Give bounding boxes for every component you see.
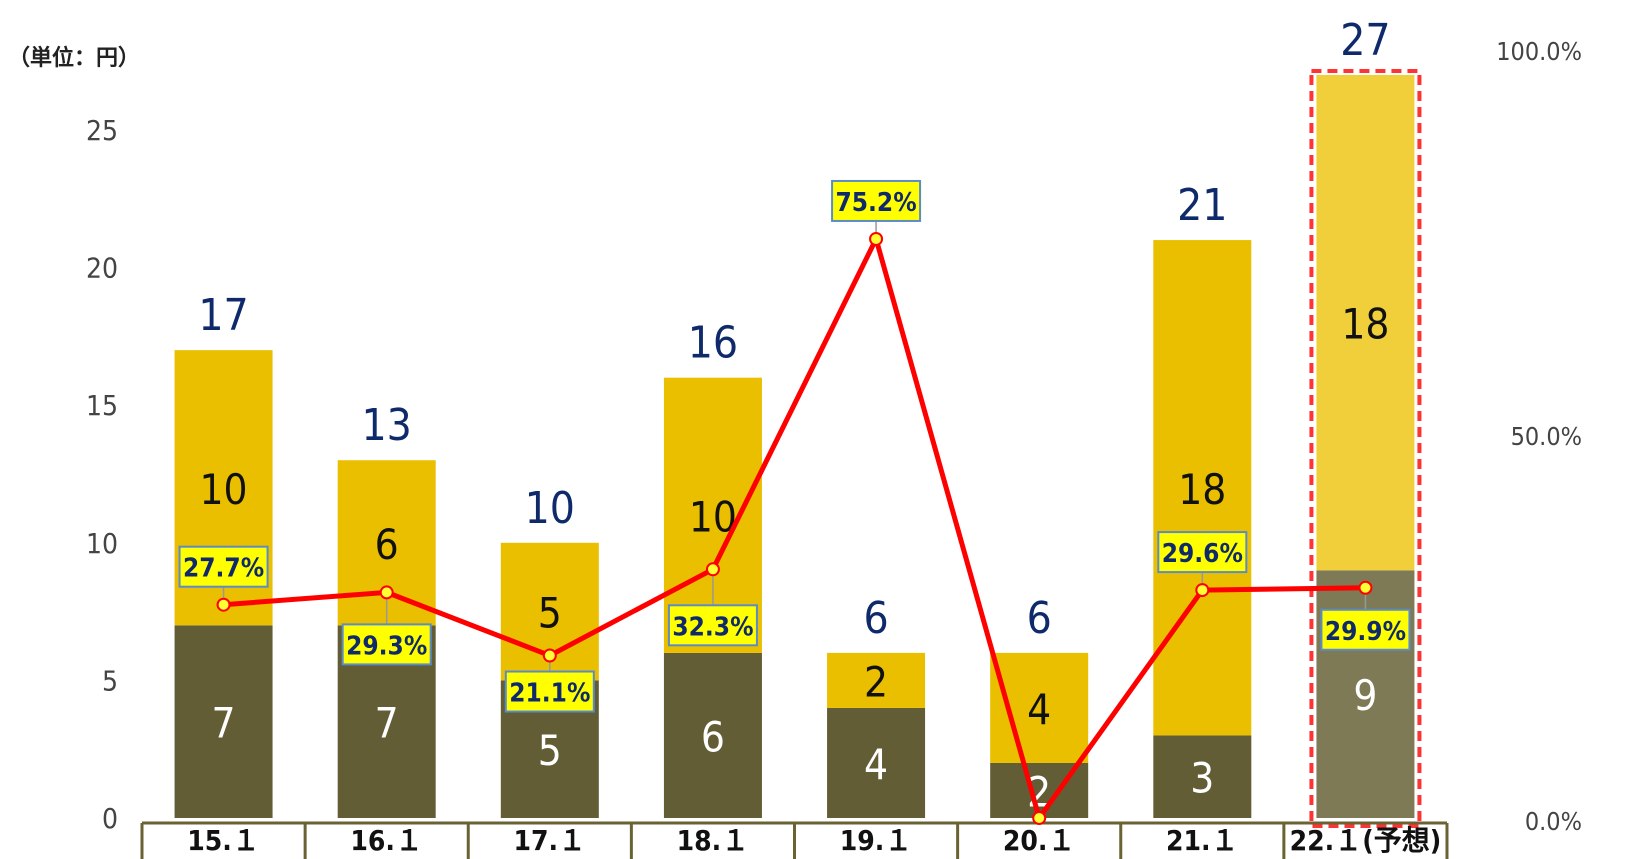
bar-segment-top [827, 652, 926, 708]
bar-value-label-bottom: 6 [701, 712, 725, 761]
bar-segment-top [1316, 74, 1415, 571]
x-tick-label: 21.１ [1166, 824, 1239, 857]
bar-value-label-top: 10 [200, 465, 248, 514]
bar-total-label: 17 [198, 290, 248, 341]
y2-tick-label: 50.0% [1511, 422, 1582, 451]
bar-value-label-top: 2 [864, 657, 888, 706]
pct-label: 29.3% [346, 631, 427, 661]
pct-label: 21.1% [509, 679, 590, 709]
unit-label: （単位：円） [8, 46, 141, 71]
payout-ratio-point [705, 562, 720, 577]
pct-label: 29.6% [1162, 539, 1243, 569]
y-tick-label: 5 [102, 664, 118, 697]
x-tick-label: 15.１ [187, 824, 260, 857]
x-tick-label: 22.１(予想) [1290, 824, 1442, 857]
bar-value-label-top: 18 [1178, 465, 1226, 514]
forecast-highlight-box [1309, 68, 1422, 828]
bar-total-label: 6 [863, 593, 888, 644]
y-tick-label: 15 [86, 389, 118, 422]
pct-label-box [504, 670, 595, 713]
payout-ratio-point [542, 648, 557, 663]
bar-value-label-top: 4 [1027, 685, 1051, 734]
bar-total-label: 27 [1340, 15, 1390, 66]
payout-ratio-point [869, 231, 884, 246]
y-tick-label: 0 [102, 802, 118, 835]
pct-label-box [667, 604, 758, 647]
y-tick-label: 25 [86, 114, 118, 147]
bar-total-label: 16 [688, 318, 738, 369]
bar-value-label-bottom: 7 [375, 699, 399, 748]
payout-ratio-point [1358, 580, 1373, 595]
bar-segment-bottom [663, 652, 762, 818]
bar-segment-top [1153, 240, 1252, 736]
bar-value-label-bottom: 9 [1353, 671, 1377, 720]
x-tick-label: 18.１ [677, 824, 750, 857]
pct-label-box [1320, 608, 1411, 651]
bar-value-label-top: 18 [1341, 300, 1389, 349]
bar-segment-bottom [827, 707, 926, 818]
y-tick-label: 10 [86, 527, 118, 560]
bar-total-label: 10 [525, 483, 575, 534]
x-tick-label: 19.１ [840, 824, 913, 857]
bar-value-label-top: 5 [538, 589, 562, 638]
payout-ratio-point [1032, 811, 1047, 825]
bar-value-label-bottom: 7 [212, 699, 236, 748]
pct-label: 29.9% [1325, 617, 1406, 647]
y2-tick-label: 0.0% [1525, 807, 1582, 836]
pct-label: 32.3% [672, 612, 753, 642]
bar-value-label-bottom: 4 [864, 740, 888, 789]
pct-label: 27.7% [183, 554, 264, 584]
pct-label: 75.2% [835, 188, 916, 218]
bar-total-label: 21 [1177, 180, 1227, 231]
y-tick-label: 20 [86, 252, 118, 285]
y2-tick-label: 100.0% [1496, 37, 1582, 66]
pct-label-box [1157, 531, 1248, 574]
pct-label-box [341, 623, 432, 666]
bar-value-label-bottom: 3 [1190, 754, 1214, 803]
x-tick-label: 16.１ [350, 824, 423, 857]
pct-label-box [178, 545, 269, 588]
payout-ratio-point [379, 585, 394, 600]
x-tick-label: 20.１ [1003, 824, 1076, 857]
bar-value-label-top: 6 [375, 520, 399, 569]
pct-label-box [831, 179, 922, 222]
payout-ratio-point [1195, 583, 1210, 598]
bar-total-label: 6 [1027, 593, 1052, 644]
payout-ratio-point [216, 597, 231, 612]
bar-segment-bottom [174, 625, 273, 818]
payout-ratio-line [223, 236, 1366, 821]
bar-total-label: 13 [362, 400, 412, 451]
bar-segment-bottom [1153, 735, 1252, 818]
x-tick-label: 17.１ [513, 824, 586, 857]
bar-value-label-bottom: 5 [538, 726, 562, 775]
